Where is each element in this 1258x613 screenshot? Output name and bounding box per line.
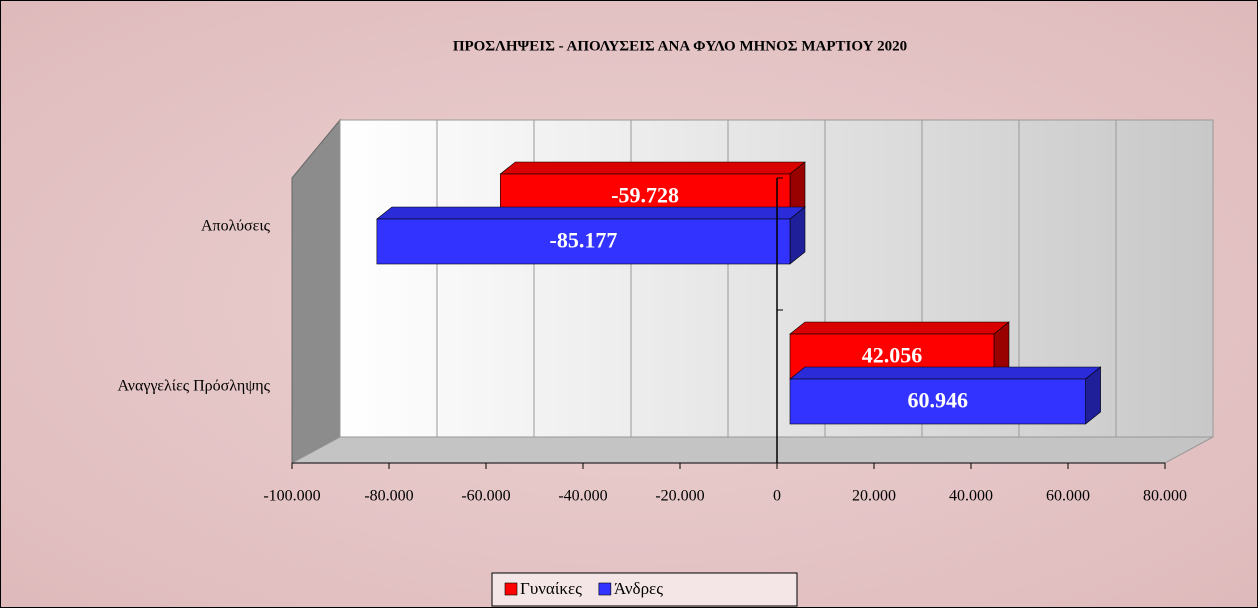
- bar-top: [789, 321, 1010, 335]
- legend-swatch: [598, 582, 612, 596]
- x-tick-label: -100.000: [263, 488, 320, 505]
- bar-top: [499, 161, 806, 175]
- data-label: 60.946: [908, 388, 969, 413]
- x-tick-label: 60.000: [1046, 488, 1090, 505]
- side-wall: [291, 118, 341, 464]
- bar: [376, 218, 791, 265]
- legend-label: Γυναίκες: [520, 579, 582, 598]
- data-label: -59.728: [611, 183, 679, 208]
- floor: [291, 436, 1214, 464]
- data-label: 42.056: [862, 343, 923, 368]
- x-tick-label: -40.000: [558, 488, 607, 505]
- x-tick-label: -80.000: [364, 488, 413, 505]
- chart-title: ΠΡΟΣΛΗΨΕΙΣ - ΑΠΟΛΥΣΕΙΣ ΑΝΑ ΦΥΛΟ ΜΗΝΟΣ ΜΑ…: [453, 38, 907, 54]
- legend-swatch: [504, 582, 518, 596]
- legend-label: Άνδρες: [614, 579, 663, 598]
- x-tick-label: 0: [773, 488, 781, 505]
- x-tick-label: 40.000: [949, 488, 993, 505]
- bar-top: [789, 366, 1102, 380]
- bar-top: [376, 206, 806, 220]
- x-tick-label: -20.000: [655, 488, 704, 505]
- data-label: -85.177: [550, 228, 618, 253]
- y-tick-label: Αναγγελίες Πρόσληψης: [117, 378, 270, 395]
- x-tick-label: -60.000: [461, 488, 510, 505]
- y-tick-label: Απολύσεις: [201, 218, 271, 235]
- legend: [491, 572, 798, 607]
- x-tick-label: 80.000: [1143, 488, 1187, 505]
- x-tick-label: 20.000: [852, 488, 896, 505]
- bar: [789, 378, 1086, 425]
